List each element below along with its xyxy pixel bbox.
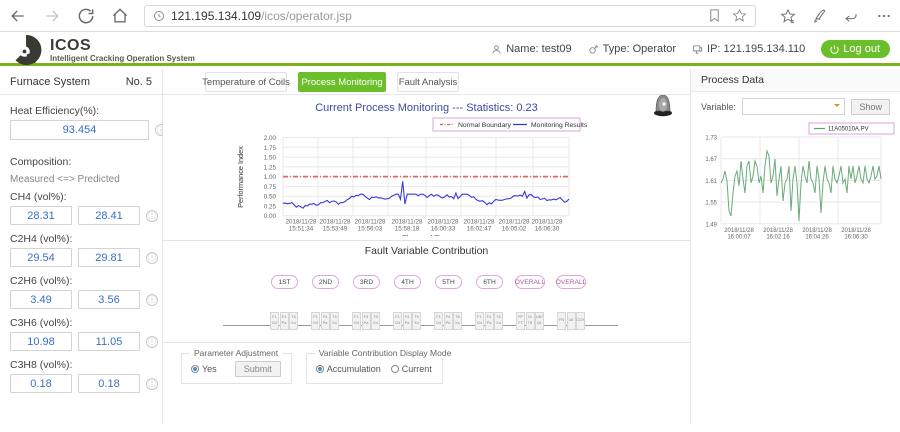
svg-text:1.50: 1.50 (264, 155, 277, 162)
svg-text:2018/11/28: 2018/11/28 (354, 219, 386, 226)
svg-text:2018/11/28: 2018/11/28 (498, 219, 530, 226)
svg-text:16:04:26: 16:04:26 (805, 235, 829, 241)
svg-text:2.00: 2.00 (264, 135, 277, 142)
svg-text:1.55: 1.55 (705, 201, 717, 207)
svg-text:Elappsed Time: Elappsed Time (402, 234, 450, 237)
svg-text:11A05010A.PV: 11A05010A.PV (828, 127, 869, 133)
svg-text:1.00: 1.00 (264, 174, 277, 181)
svg-text:15:58:18: 15:58:18 (395, 226, 420, 233)
svg-text:16:00:07: 16:00:07 (727, 235, 751, 241)
svg-text:16:06:30: 16:06:30 (535, 226, 560, 233)
svg-text:1.61: 1.61 (705, 179, 717, 185)
svg-text:15:51:34: 15:51:34 (289, 226, 314, 233)
svg-text:15:56:03: 15:56:03 (358, 226, 383, 233)
svg-text:2018/11/28: 2018/11/28 (531, 219, 563, 226)
svg-text:2018/11/28: 2018/11/28 (841, 228, 871, 234)
svg-text:16:02:47: 16:02:47 (467, 226, 492, 233)
svg-text:16:02:16: 16:02:16 (766, 235, 790, 241)
svg-text:2018/11/28: 2018/11/28 (463, 219, 495, 226)
svg-text:15:53:49: 15:53:49 (323, 226, 348, 233)
svg-text:16:00:33: 16:00:33 (431, 226, 456, 233)
svg-text:0.75: 0.75 (264, 184, 277, 191)
svg-text:2018/11/28: 2018/11/28 (724, 228, 754, 234)
svg-text:16:06:30: 16:06:30 (844, 235, 868, 241)
svg-text:0.00: 0.00 (264, 213, 277, 220)
svg-text:16:05:02: 16:05:02 (502, 226, 527, 233)
svg-text:2018/11/28: 2018/11/28 (285, 219, 317, 226)
svg-text:Normal Boundary: Normal Boundary (458, 122, 511, 129)
svg-text:0.25: 0.25 (264, 204, 277, 211)
svg-text:0.50: 0.50 (264, 194, 277, 201)
svg-text:1.73: 1.73 (705, 136, 717, 142)
svg-text:2018/11/28: 2018/11/28 (427, 219, 459, 226)
svg-text:Performance Index: Performance Index (236, 146, 245, 208)
svg-text:Monitoring Results: Monitoring Results (531, 122, 588, 129)
svg-text:2018/11/28: 2018/11/28 (319, 219, 351, 226)
svg-text:1.25: 1.25 (264, 164, 277, 171)
svg-text:2018/11/28: 2018/11/28 (391, 219, 423, 226)
svg-text:2018/11/28: 2018/11/28 (802, 228, 832, 234)
svg-text:1.75: 1.75 (264, 145, 277, 152)
svg-text:1.49: 1.49 (705, 222, 717, 228)
svg-text:2018/11/28: 2018/11/28 (763, 228, 793, 234)
svg-text:1.67: 1.67 (705, 157, 717, 163)
